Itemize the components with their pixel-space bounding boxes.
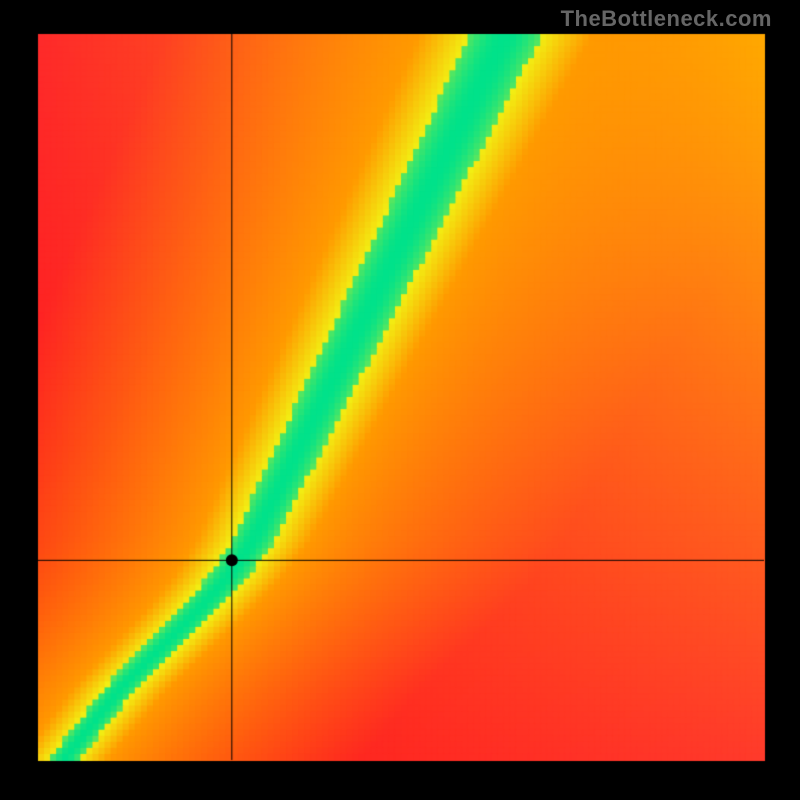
bottleneck-heatmap [0, 0, 800, 800]
watermark-text: TheBottleneck.com [561, 6, 772, 32]
chart-container: { "watermark": { "text": "TheBottleneck.… [0, 0, 800, 800]
